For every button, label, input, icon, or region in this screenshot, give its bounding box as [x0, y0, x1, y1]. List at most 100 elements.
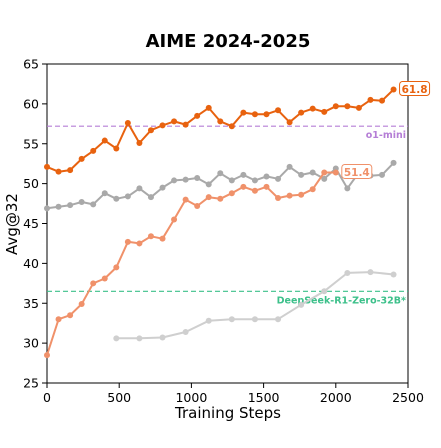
end-value-label: 51.4 [344, 167, 370, 179]
data-point [44, 205, 50, 212]
y-tick-label: 55 [23, 136, 39, 151]
data-point [228, 316, 235, 323]
data-point [147, 194, 154, 201]
data-point [298, 191, 305, 198]
data-point [67, 312, 74, 319]
y-tick-label: 50 [23, 176, 39, 191]
data-point [298, 301, 305, 308]
y-axis-label: Avg@32 [3, 193, 21, 255]
chart-title: AIME 2024-2025 [146, 31, 311, 52]
data-point [44, 352, 50, 359]
data-point [263, 111, 270, 118]
data-point [205, 181, 212, 188]
y-tick-label: 65 [23, 57, 39, 72]
data-point [390, 271, 397, 278]
data-point [275, 316, 282, 323]
data-point [124, 120, 131, 127]
data-point [240, 109, 247, 116]
data-point [113, 335, 120, 342]
data-point [194, 202, 201, 209]
data-point [390, 86, 397, 93]
data-point [298, 171, 305, 178]
data-point [251, 187, 258, 194]
data-point [240, 171, 247, 178]
data-point [332, 103, 339, 110]
data-point [379, 171, 386, 178]
data-point [171, 118, 178, 125]
data-point [90, 147, 97, 154]
data-point [344, 185, 351, 192]
data-point [205, 317, 212, 324]
x-axis-label: Training Steps [174, 404, 281, 422]
data-point [251, 177, 258, 184]
data-point [55, 168, 62, 175]
data-point [147, 127, 154, 134]
series-line [46, 88, 395, 173]
x-tick-label: 0 [43, 390, 51, 405]
data-point [147, 233, 154, 240]
x-tick-label: 2000 [320, 390, 352, 405]
data-point [113, 145, 120, 152]
data-point [159, 334, 166, 341]
data-point [78, 301, 85, 308]
x-tick-label: 1500 [248, 390, 280, 405]
data-point [124, 238, 131, 245]
data-point [344, 269, 351, 276]
data-point [90, 280, 97, 287]
data-point [67, 202, 74, 209]
data-point [136, 139, 143, 146]
data-point [286, 119, 293, 126]
data-point [182, 196, 189, 203]
data-point [251, 316, 258, 323]
data-point [67, 167, 74, 174]
data-point [217, 170, 224, 177]
data-point [101, 190, 108, 197]
data-point [194, 112, 201, 119]
data-point [182, 121, 189, 128]
data-point [182, 328, 189, 335]
data-point [159, 122, 166, 129]
data-point [171, 216, 178, 223]
data-point [379, 97, 386, 104]
data-point [344, 103, 351, 110]
data-point [182, 176, 189, 183]
plot-frame [46, 63, 409, 384]
data-point [367, 269, 374, 276]
data-point [205, 194, 212, 201]
data-point [263, 183, 270, 190]
data-point [159, 235, 166, 242]
end-value-box [399, 81, 431, 97]
data-point [286, 163, 293, 170]
data-point [263, 173, 270, 180]
x-tick-label: 500 [107, 390, 131, 405]
data-point [321, 108, 328, 115]
data-point [228, 123, 235, 130]
reference-line-label: o1-mini [366, 130, 406, 141]
data-point [275, 107, 282, 114]
data-point [55, 316, 62, 323]
data-point [321, 175, 328, 182]
data-point [286, 192, 293, 199]
data-point [113, 195, 120, 202]
data-point [298, 109, 305, 116]
data-point [309, 169, 316, 176]
data-point [332, 169, 339, 176]
y-tick-label: 30 [23, 336, 39, 351]
data-point [321, 288, 328, 295]
data-point [78, 155, 85, 162]
x-tick-label: 1000 [175, 390, 207, 405]
data-point [171, 177, 178, 184]
data-point [217, 195, 224, 202]
data-point [275, 194, 282, 201]
data-point [136, 240, 143, 247]
data-point [390, 159, 397, 166]
data-point [44, 163, 50, 170]
data-point [309, 105, 316, 112]
data-point [194, 175, 201, 182]
data-point [251, 111, 258, 118]
data-point [136, 335, 143, 342]
data-point [309, 186, 316, 193]
data-point [55, 203, 62, 210]
data-point [321, 169, 328, 176]
